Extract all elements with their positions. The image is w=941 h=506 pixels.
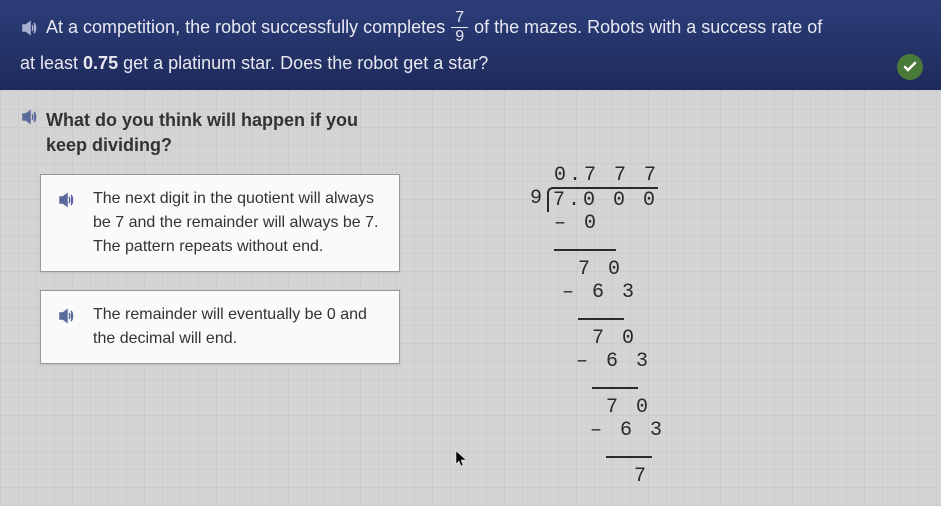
question-line-2: at least 0.75 get a platinum star. Does … [20, 49, 921, 78]
subtract-row-3: – 6 3 [530, 419, 665, 442]
answer-option-1[interactable]: The remainder will eventually be 0 and t… [40, 290, 400, 364]
checkmark-badge[interactable] [897, 54, 923, 80]
subtract-row-0: – 0 [530, 212, 665, 235]
question-text-4: get a platinum star. Does the robot get … [123, 49, 488, 78]
sub-prompt-line-2: keep dividing? [46, 133, 358, 158]
question-text-3: at least [20, 49, 78, 78]
divisor: 9 [530, 187, 545, 210]
answer-options: The next digit in the quotient will alwa… [40, 174, 400, 488]
bringdown-row-1: 7 0 [530, 258, 665, 281]
sub-prompt: What do you think will happen if you kee… [20, 108, 921, 158]
question-header: At a competition, the robot successfully… [0, 0, 941, 90]
dividend: 7.0 0 0 [547, 187, 658, 212]
audio-icon[interactable] [20, 108, 38, 126]
answer-option-text: The remainder will eventually be 0 and t… [93, 303, 383, 351]
rule-line-1 [578, 304, 665, 327]
main-row: The next digit in the quotient will alwa… [20, 174, 921, 488]
bringdown-row-3: 7 0 [530, 396, 665, 419]
question-line-1: At a competition, the robot successfully… [20, 10, 921, 45]
fraction-numerator: 7 [451, 10, 468, 28]
fraction: 7 9 [451, 10, 468, 45]
question-text-2: of the mazes. Robots with a success rate… [474, 13, 822, 42]
threshold-value: 0.75 [83, 49, 118, 78]
long-division-work: 0.7 7 797.0 0 0– 07 0– 6 37 0– 6 37 0– 6… [530, 164, 665, 488]
cursor-icon [455, 450, 469, 473]
divisor-dividend-row: 97.0 0 0 [530, 187, 665, 212]
answer-option-text: The next digit in the quotient will alwa… [93, 187, 383, 259]
sub-prompt-line-1: What do you think will happen if you [46, 108, 358, 133]
bringdown-row-2: 7 0 [530, 327, 665, 350]
rule-line-2 [592, 373, 665, 396]
rule-line-0 [554, 235, 665, 258]
audio-icon[interactable] [57, 191, 75, 209]
answer-option-0[interactable]: The next digit in the quotient will alwa… [40, 174, 400, 272]
quotient-row: 0.7 7 7 [554, 164, 665, 187]
subtract-row-1: – 6 3 [530, 281, 665, 304]
audio-icon[interactable] [57, 307, 75, 325]
remainder-row: 7 [530, 465, 665, 488]
fraction-denominator: 9 [451, 28, 468, 45]
question-text-1: At a competition, the robot successfully… [46, 13, 445, 42]
content-area: What do you think will happen if you kee… [0, 90, 941, 506]
rule-line-3 [606, 442, 665, 465]
subtract-row-2: – 6 3 [530, 350, 665, 373]
sub-prompt-text: What do you think will happen if you kee… [46, 108, 358, 158]
audio-icon[interactable] [20, 19, 38, 37]
